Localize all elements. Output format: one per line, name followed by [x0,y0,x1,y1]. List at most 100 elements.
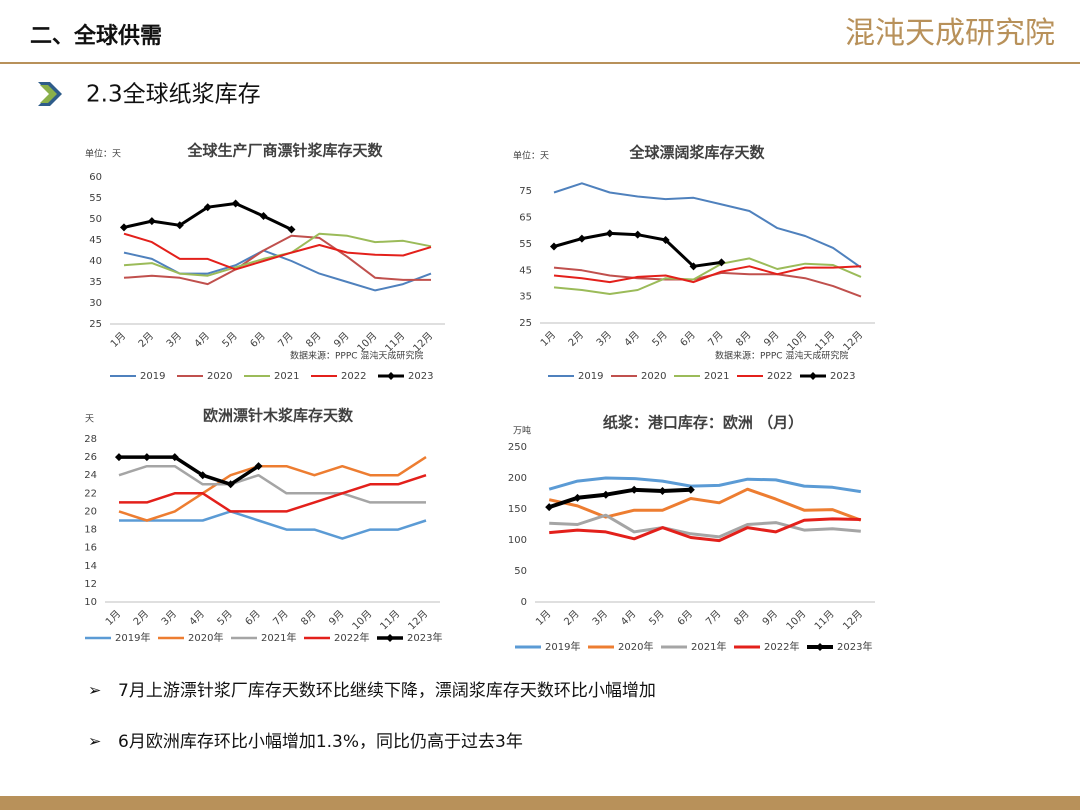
series-line [118,464,426,504]
series-line [553,182,862,269]
x-tick-label: 9月 [326,608,346,628]
legend-label: 2023 [408,371,433,382]
logo: 混沌天成研究院 [845,16,1055,51]
unit-label: 单位：天 [85,148,121,160]
point-marker [545,503,554,512]
series-line [123,232,432,271]
x-tick-label: 1月 [538,329,558,349]
point-marker [114,453,123,462]
x-tick-label: 10月 [350,608,375,633]
x-tick-label: 6月 [675,608,695,628]
chart-title: 欧洲漂针木浆库存天数 [203,407,354,425]
x-tick-label: 8月 [299,608,319,628]
point-marker [259,212,268,221]
y-tick-label: 40 [89,256,102,267]
y-tick-label: 65 [519,213,532,224]
point-marker [226,480,235,489]
y-tick-label: 20 [84,506,97,517]
y-tick-label: 12 [84,579,97,590]
y-tick-label: 28 [84,434,97,445]
y-tick-label: 24 [84,470,97,481]
chart-title: 纸浆：港口库存：欧洲 （月） [603,414,803,432]
y-tick-label: 150 [508,504,527,515]
footer-band [0,796,1080,810]
legend-label: 2023 [830,371,855,382]
legend-label: 2022 [767,371,792,382]
y-tick-label: 200 [508,473,527,484]
series-line [119,510,427,540]
series-line [123,232,432,277]
series-line [119,474,427,513]
series-line [119,455,260,487]
y-tick-label: 18 [84,525,97,536]
series-line [553,265,862,284]
section-title: 二、全球供需 [30,23,162,49]
point-marker [231,199,240,208]
y-tick-label: 16 [84,543,97,554]
series-line [118,456,427,522]
x-tick-label: 6月 [678,329,698,349]
point-marker [549,242,558,251]
legend-label: 2021年 [261,631,296,644]
point-marker [119,223,128,232]
source-note: 数据来源：PPPC 混沌天成研究院 [290,350,423,362]
y-tick-label: 25 [519,318,532,329]
unit-label: 单位：天 [513,150,549,162]
point-marker [661,235,670,244]
legend-marker [386,634,394,642]
x-tick-label: 6月 [243,608,263,628]
header-rule [0,62,1080,64]
x-tick-label: 11月 [813,329,838,354]
y-tick-label: 55 [89,193,102,204]
series-line [548,476,862,494]
bullet-marker: ➢ [88,681,101,700]
x-tick-label: 3月 [159,608,179,628]
x-tick-label: 1月 [108,330,128,350]
unit-label: 天 [85,415,94,425]
legend-label: 2022 [341,371,366,382]
x-tick-label: 1月 [103,608,123,628]
point-marker [717,258,726,267]
x-tick-label: 2月 [562,608,582,628]
legend-label: 2021 [704,371,729,382]
legend-label: 2019 [578,371,603,382]
y-tick-label: 250 [508,442,527,453]
point-marker [601,490,610,499]
unit-label: 万吨 [513,425,531,437]
point-marker [198,471,207,480]
legend-label: 2019年 [545,640,580,653]
x-tick-label: 5月 [650,329,670,349]
y-tick-label: 75 [519,186,532,197]
x-tick-label: 12月 [841,608,866,633]
y-tick-label: 55 [519,239,532,250]
x-tick-label: 4月 [622,329,642,349]
bullet-text: 6月欧洲库存环比小幅增加1.3%，同比仍高于过去3年 [118,732,523,752]
x-tick-label: 4月 [187,608,207,628]
y-tick-label: 35 [89,277,102,288]
y-tick-label: 45 [519,265,532,276]
y-tick-label: 0 [521,597,527,608]
legend-label: 2022年 [334,631,369,644]
bullet-text: 7月上游漂针浆厂库存天数环比继续下降，漂阔浆库存天数环比小幅增加 [118,681,656,701]
x-tick-label: 7月 [703,608,723,628]
x-tick-label: 2月 [131,608,151,628]
point-marker [633,230,642,239]
x-tick-label: 4月 [192,330,212,350]
y-tick-label: 10 [84,597,97,608]
x-tick-label: 12月 [841,329,866,354]
y-tick-label: 50 [89,214,102,225]
x-tick-label: 9月 [760,608,780,628]
y-tick-label: 45 [89,235,102,246]
y-tick-label: 100 [508,535,527,546]
x-tick-label: 7月 [271,608,291,628]
series-line [549,513,861,539]
x-tick-label: 7月 [276,330,296,350]
x-tick-label: 2月 [136,330,156,350]
legend-label: 2023年 [837,640,872,653]
x-tick-label: 6月 [248,330,268,350]
point-marker [142,453,151,462]
point-marker [689,262,698,271]
x-tick-label: 9月 [761,329,781,349]
point-marker [203,203,212,212]
y-tick-label: 50 [514,566,527,577]
